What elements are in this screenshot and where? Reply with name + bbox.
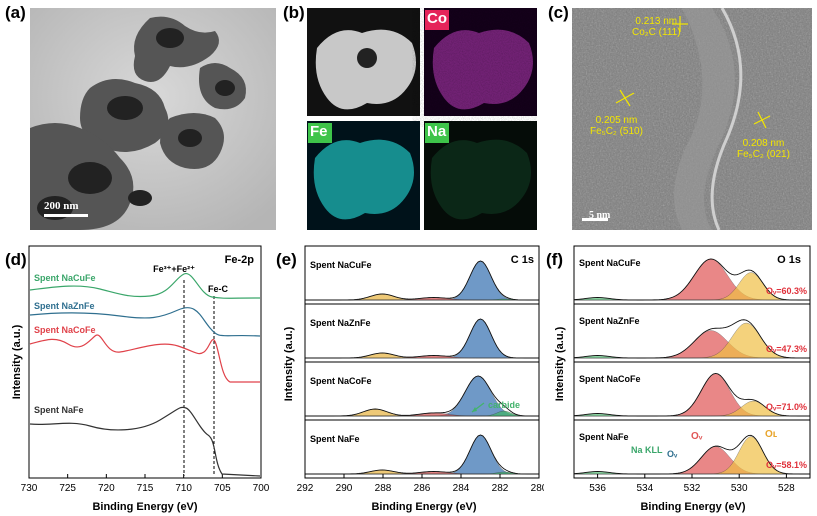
subplot-frame (304, 303, 540, 363)
chart-c1s-ylabel: Intensity (a.u.) (283, 326, 295, 401)
ov-ratio-label: Oᵥ=47.3% (766, 344, 807, 354)
panel-b-eds-maps (307, 8, 537, 230)
tick-label: 528 (778, 483, 795, 494)
lattice-label-2-spacing: 0.205 nm (595, 115, 638, 126)
panel-a-label: (a) (5, 3, 26, 22)
tick-label: 530 (731, 483, 748, 494)
tick-label: 532 (684, 483, 701, 494)
series-label-nafe: Spent NaFe (34, 405, 84, 415)
series-label: Spent NaZnFe (579, 316, 640, 326)
lattice-label-3-phase: Fe₅C₂ (021) (737, 149, 790, 160)
tick-label: 288 (375, 483, 392, 494)
panel-c-label: (c) (548, 3, 569, 22)
series-label: Spent NaCuFe (579, 258, 641, 268)
tick-label: 280 (531, 483, 544, 494)
panel-c-hrtem-image (572, 8, 812, 230)
curve-nacufe (29, 273, 261, 299)
ov-ratio-label: Oᵥ=60.3% (766, 286, 807, 296)
curve-nacofe (29, 334, 260, 383)
series-label: Spent NaFe (310, 434, 360, 444)
scale-bar-a-label: 200 nm (44, 200, 79, 212)
tick-label: 534 (636, 483, 653, 494)
tick-label: 290 (336, 483, 353, 494)
lattice-label-1-spacing: 0.213 nm (635, 16, 678, 27)
series-label: Spent NaCuFe (310, 260, 372, 270)
panel-d-label: (d) (5, 250, 27, 269)
carbide-label: carbide (488, 400, 520, 410)
series-label: Spent NaZnFe (310, 318, 371, 328)
tick-label: 705 (214, 483, 231, 494)
chart-fe2p-ylabel: Intensity (a.u.) (11, 324, 23, 399)
peak-label-na-kll: Na KLL (631, 445, 663, 455)
panel-f-label: (f) (546, 250, 563, 269)
lattice-label-2: 0.205 nm Fe₅C₂ (510) (590, 115, 643, 137)
envelope-curve (573, 434, 810, 475)
tick-label: 536 (589, 483, 606, 494)
lattice-label-3-spacing: 0.208 nm (742, 138, 785, 149)
lattice-label-1-phase: Co₂C (111) (632, 27, 681, 38)
envelope-curve (573, 372, 810, 417)
curve-nafe (29, 406, 261, 477)
tick-label: 715 (137, 483, 154, 494)
envelope-curve (305, 260, 539, 301)
series-label: Spent NaFe (579, 432, 629, 442)
series-label-nacofe: Spent NaCoFe (34, 325, 96, 335)
chart-fe2p-title: Fe-2p (225, 254, 255, 266)
series-label-nacufe: Spent NaCuFe (34, 273, 96, 283)
series-label: Spent NaCoFe (579, 374, 641, 384)
envelope-curve (305, 434, 539, 475)
chart-o1s: Intensity (a.u.) Binding Energy (eV) Spe… (554, 245, 811, 513)
chart-fe2p: Intensity (a.u.) Binding Energy (eV) Fe-… (11, 245, 270, 513)
panel-b-label: (b) (283, 3, 305, 22)
lattice-label-1: 0.213 nm Co₂C (111) (632, 16, 681, 38)
panel-a-tem-image (30, 8, 276, 230)
tick-label: 710 (175, 483, 192, 494)
tick-label: 284 (453, 483, 470, 494)
chart-o1s-xlabel: Binding Energy (eV) (640, 501, 745, 513)
chart-o1s-title: O 1s (777, 254, 801, 266)
peak-label-ov: Oᵥ (691, 431, 703, 442)
tick-label: 725 (59, 483, 76, 494)
chart-c1s-xlabel: Binding Energy (eV) (371, 501, 476, 513)
series-label-nazn-fe: Spent NaZnFe (34, 301, 95, 311)
curve-nazn-fe (29, 307, 261, 337)
envelope-curve (573, 319, 811, 359)
subplot-frame (304, 419, 540, 479)
peak-label-ol: Oʟ (765, 429, 778, 440)
ov-ratio-label: Oᵥ=58.1% (766, 460, 807, 470)
chart-fe2p-xlabel: Binding Energy (eV) (92, 501, 197, 513)
envelope-curve (305, 318, 539, 359)
scale-bar-a (44, 214, 88, 217)
lattice-label-3: 0.208 nm Fe₅C₂ (021) (737, 138, 790, 160)
marker-fe3-fe2-label: Fe³⁺+Fe²⁺ (153, 264, 195, 274)
chart-c1s: Intensity (a.u.) Binding Energy (eV) Spe… (283, 245, 544, 513)
map-label-fe: Fe (310, 123, 328, 140)
ov-ratio-label: Oᵥ=71.0% (766, 402, 807, 412)
tick-label: 286 (414, 483, 431, 494)
series-label: Spent NaCoFe (310, 376, 372, 386)
peak-label-ov-small: Oᵥ (667, 449, 678, 459)
tick-label: 282 (492, 483, 509, 494)
marker-fe-c-label: Fe-C (208, 284, 229, 294)
map-label-co: Co (427, 10, 447, 27)
panel-e-label: (e) (276, 250, 297, 269)
envelope-curve (305, 375, 539, 417)
tick-label: 730 (21, 483, 38, 494)
scale-bar-c-label: 5 nm (589, 210, 611, 221)
tick-label: 700 (253, 483, 270, 494)
chart-c1s-title: C 1s (511, 254, 534, 266)
tick-label: 720 (98, 483, 115, 494)
scale-bar-c (582, 218, 608, 221)
lattice-label-2-phase: Fe₅C₂ (510) (590, 126, 643, 137)
tick-label: 292 (297, 483, 314, 494)
envelope-curve (573, 258, 811, 301)
chart-o1s-ylabel: Intensity (a.u.) (554, 326, 566, 401)
map-label-na: Na (427, 123, 447, 140)
